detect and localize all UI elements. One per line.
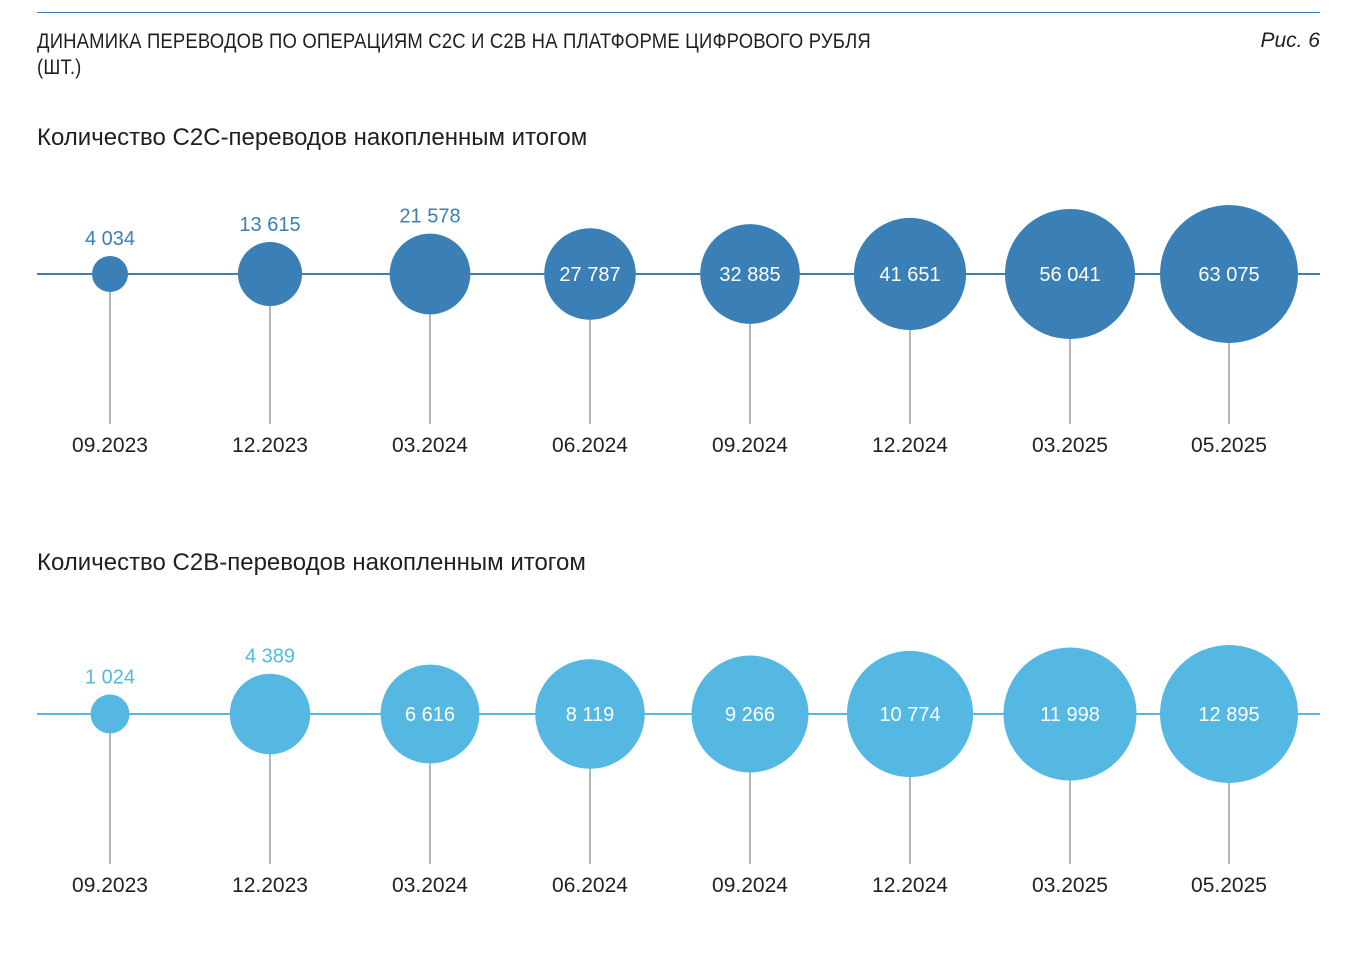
c2c-value-label: 32 885 [719, 264, 780, 286]
c2c-chart-title: Количество C2C-переводов накопленным ито… [37, 124, 588, 151]
top-rule [37, 12, 1320, 13]
c2b-bubble [380, 664, 480, 764]
c2b-value-label: 8 119 [566, 704, 615, 726]
c2c-value-label: 63 075 [1198, 264, 1259, 286]
c2c-value-label: 27 787 [559, 264, 620, 286]
c2c-value-label: 21 578 [399, 206, 460, 228]
c2c-bubble [237, 241, 303, 307]
c2c-bubble [544, 228, 636, 320]
figure-number: Рис. 6 [1260, 29, 1320, 52]
figure-title: ДИНАМИКА ПЕРЕВОДОВ ПО ОПЕРАЦИЯМ C2C И C2… [37, 30, 871, 79]
c2c-date-label: 03.2025 [1032, 434, 1108, 457]
c2c-bubble [1004, 208, 1136, 340]
c2b-bubble [229, 673, 311, 755]
c2c-value-label: 4 034 [85, 228, 135, 250]
c2c-date-label: 06.2024 [552, 434, 628, 457]
c2c-date-label: 05.2025 [1191, 434, 1267, 457]
c2c-bubble-chart: 4 034 09.2023 13 615 12.2023 21 578 03.2024 27… [37, 205, 1320, 457]
c2b-value-label: 1 024 [85, 667, 135, 689]
c2b-date-label: 09.2024 [712, 874, 788, 897]
c2b-date-label: 09.2023 [72, 874, 148, 897]
c2b-date-label: 05.2025 [1191, 874, 1267, 897]
c2c-bubble [853, 217, 967, 331]
c2b-bubble [1003, 647, 1137, 781]
c2b-value-label: 4 389 [245, 646, 295, 668]
c2c-value-label: 13 615 [239, 214, 300, 236]
c2c-value-label: 56 041 [1039, 264, 1100, 286]
c2c-date-label: 03.2024 [392, 434, 468, 457]
c2b-date-label: 06.2024 [552, 874, 628, 897]
c2c-date-label: 09.2024 [712, 434, 788, 457]
c2b-chart-title: Количество C2B-переводов накопленным ито… [37, 549, 586, 576]
c2b-bubble [846, 650, 974, 778]
c2b-value-label: 10 774 [879, 704, 940, 726]
c2b-value-label: 9 266 [725, 704, 775, 726]
c2b-bubble [1160, 645, 1298, 783]
c2c-value-label: 41 651 [879, 264, 940, 286]
c2c-bubble [389, 233, 471, 315]
c2b-bubble [535, 659, 645, 769]
c2b-date-label: 03.2024 [392, 874, 468, 897]
c2c-date-label: 12.2023 [232, 434, 308, 457]
c2b-value-label: 12 895 [1198, 704, 1259, 726]
c2c-bubble [92, 256, 128, 292]
c2b-date-label: 12.2023 [232, 874, 308, 897]
c2c-date-label: 09.2023 [72, 434, 148, 457]
c2b-bubble-chart: 1 024 09.2023 4 389 12.2023 6 616 03.2024 8 11… [37, 645, 1320, 897]
c2b-bubble [90, 694, 130, 734]
c2b-date-label: 12.2024 [872, 874, 948, 897]
c2c-bubble [700, 224, 800, 324]
c2b-value-label: 6 616 [405, 704, 455, 726]
c2c-bubble [1160, 205, 1298, 343]
c2b-bubble [691, 655, 809, 773]
c2b-date-label: 03.2025 [1032, 874, 1108, 897]
c2b-value-label: 11 998 [1040, 704, 1100, 726]
c2c-date-label: 12.2024 [872, 434, 948, 457]
